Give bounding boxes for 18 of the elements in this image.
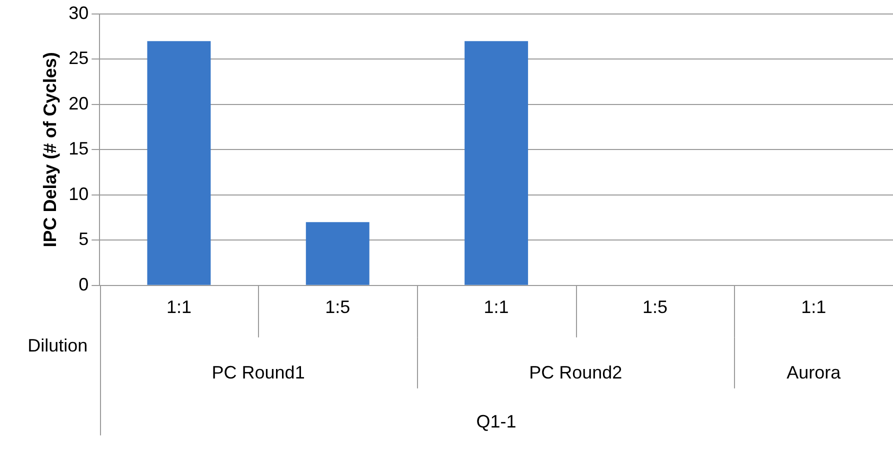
x-tick-label: 1:1 (801, 297, 826, 318)
y-tick-label: 15 (68, 138, 89, 159)
y-axis-title: IPC Delay (# of Cycles) (40, 52, 60, 248)
x-tick-label: 1:5 (642, 297, 668, 318)
x-tick-label: 1:1 (484, 297, 509, 318)
x-tick-label: 1:1 (166, 297, 192, 318)
x-tick-label: 1:5 (325, 297, 350, 318)
text: Dilution (28, 335, 88, 356)
y-tick-label: 20 (68, 93, 89, 114)
y-tick-label: 5 (78, 229, 89, 250)
text: PC Round1 (212, 362, 305, 382)
text: PC Round2 (529, 362, 622, 382)
y-tick-label: 10 (68, 184, 89, 204)
y-tick-label: 30 (68, 2, 89, 23)
text: Q1-1 (476, 411, 516, 432)
y-tick-label: 25 (68, 48, 89, 68)
text: Aurora (786, 362, 842, 382)
y-tick-label: 0 (78, 274, 89, 294)
